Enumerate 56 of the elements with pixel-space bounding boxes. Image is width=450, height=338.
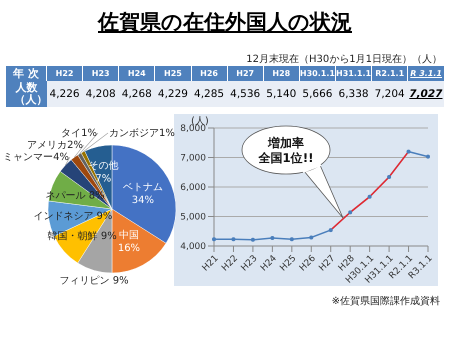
point — [387, 174, 392, 179]
text: 佐賀県の在住外国人の状況 — [96, 9, 353, 36]
text: ※佐賀県国際課作成資料 — [332, 294, 440, 308]
point — [309, 235, 314, 240]
point — [250, 238, 255, 242]
point — [270, 236, 274, 240]
slice-label: ベトナム — [122, 182, 163, 194]
point — [368, 194, 372, 199]
annotation: 全国1位!! — [257, 151, 314, 165]
category-label: H30.1.1 — [299, 66, 336, 81]
point — [426, 154, 430, 159]
data-label: 4,268 — [120, 87, 153, 102]
y-tick-label: 7,000 — [180, 154, 206, 164]
slice-label: 中国 — [118, 228, 139, 241]
category-label: R2.1.1 — [372, 66, 408, 81]
point — [328, 228, 333, 232]
data-label: 4,536 — [229, 87, 262, 102]
data-label: 5,666 — [301, 87, 334, 102]
point — [290, 237, 294, 242]
slice-label: フィリピン 9% — [60, 275, 129, 286]
category-label: H27 — [227, 66, 264, 81]
annotation: 増加率 — [267, 136, 304, 150]
category-label: H26 — [191, 66, 228, 81]
data-label: 5,140 — [265, 87, 298, 102]
text: 年 次 — [6, 66, 46, 81]
data-label: 4,226 — [48, 87, 81, 102]
category-label: H28 — [263, 66, 300, 81]
data-label: 16% — [118, 242, 140, 254]
text: 12月末現在（H30から1月1日現在）（人） — [246, 52, 442, 66]
data-label: 4,208 — [84, 87, 117, 102]
data-label: 34% — [132, 195, 154, 206]
category-label: R 3.1.1 — [408, 66, 444, 81]
point — [212, 237, 216, 242]
slice-label: タイ1% — [61, 128, 97, 139]
y-tick-label: 5,000 — [180, 212, 206, 223]
slice-label: アメリカ2% — [27, 140, 83, 151]
speech-bubble: 増加率 全国1位!! — [242, 126, 344, 218]
line-series — [330, 150, 410, 231]
point — [231, 237, 236, 242]
category-label: H22 — [46, 66, 83, 81]
data-label: 7,204 — [374, 87, 406, 102]
point — [348, 210, 352, 214]
y-tick-label: 4,000 — [180, 242, 206, 252]
category-label: H23 — [82, 66, 119, 81]
y-tick-label: 6,000 — [180, 183, 206, 194]
data-label: 7,027 — [408, 87, 444, 102]
category-label: H31.1.1 — [336, 66, 372, 81]
data-label: 6,338 — [338, 87, 370, 102]
slice-label: カンボジア1% — [109, 128, 175, 139]
point — [406, 150, 411, 154]
category-label: H25 — [154, 66, 191, 81]
slice-label: ミャンマー4% — [3, 152, 69, 163]
category-label: H24 — [118, 66, 155, 81]
text: 人数（人） — [14, 81, 48, 106]
data-label: 4,285 — [193, 87, 226, 102]
data-label: 4,229 — [156, 87, 189, 102]
